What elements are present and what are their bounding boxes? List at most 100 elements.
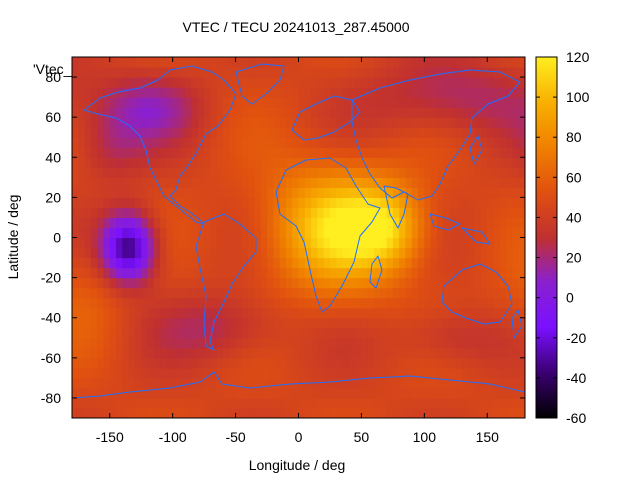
heat-cell [273, 107, 281, 118]
heat-cell [487, 277, 495, 289]
heat-cell [84, 207, 92, 219]
heat-cell [72, 107, 79, 118]
heat-cell [122, 317, 130, 329]
heat-cell [506, 67, 514, 78]
heat-cell [392, 237, 400, 249]
heat-cell [223, 107, 230, 118]
heat-cell [367, 117, 375, 128]
heat-cell [210, 87, 218, 98]
heat-cell [160, 107, 167, 118]
heat-cell [128, 337, 136, 349]
heat-cell [449, 127, 457, 138]
heat-cell [499, 157, 507, 168]
heat-cell [109, 347, 117, 359]
heat-cell [223, 87, 230, 98]
heat-cell [235, 227, 243, 239]
heat-cell [109, 207, 117, 219]
heat-cell [223, 237, 230, 249]
heat-cell [348, 357, 356, 369]
heat-cell [506, 307, 514, 319]
heat-cell [241, 327, 249, 339]
heat-cell [90, 297, 98, 309]
heat-cell [78, 227, 86, 239]
heat-cell [298, 157, 306, 168]
heat-cell [84, 187, 92, 198]
heat-cell [367, 407, 375, 418]
heat-cell [323, 287, 331, 299]
heat-cell [160, 67, 167, 78]
heat-cell [204, 227, 212, 239]
heat-cell [134, 177, 142, 188]
heat-cell [185, 387, 193, 399]
heat-cell [474, 67, 482, 78]
heat-cell [480, 67, 488, 78]
heat-cell [449, 267, 457, 279]
heat-cell [134, 307, 142, 319]
heat-cell [468, 107, 476, 118]
heat-cell [443, 327, 451, 339]
heat-cell [374, 247, 381, 259]
heat-cell [254, 347, 262, 359]
heat-cell [512, 277, 520, 289]
heat-cell [285, 227, 293, 239]
heat-cell [197, 97, 205, 108]
colorbar-tick-label: 0 [566, 290, 574, 306]
heat-cell [178, 237, 186, 249]
heat-cell [480, 407, 488, 418]
heat-cell [493, 147, 501, 158]
heat-cell [455, 87, 463, 98]
heat-cell [493, 67, 501, 78]
heat-cell [267, 397, 274, 409]
heat-cell [462, 317, 469, 329]
heat-cell [304, 77, 312, 88]
heat-cell [493, 117, 501, 128]
heat-cell [468, 237, 476, 249]
heat-cell [90, 307, 98, 319]
heat-cell [267, 247, 274, 259]
heat-cell [84, 347, 92, 359]
heat-cell [462, 337, 469, 349]
heat-cell [323, 347, 331, 359]
heat-cell [462, 127, 469, 138]
heat-cell [468, 167, 476, 178]
heat-cell [499, 247, 507, 259]
heat-cell [134, 287, 142, 299]
heat-cell [160, 307, 167, 319]
heat-cell [292, 217, 300, 229]
heat-cell [512, 97, 520, 108]
heat-cell [254, 387, 262, 399]
heat-cell [499, 367, 507, 379]
heat-cell [84, 97, 92, 108]
heat-cell [97, 267, 105, 279]
heat-cell [223, 367, 230, 379]
heat-cell [72, 87, 79, 98]
heat-cell [134, 407, 142, 418]
heat-cell [474, 237, 482, 249]
heat-cell [116, 197, 123, 209]
heat-cell [348, 197, 356, 209]
heat-cell [241, 247, 249, 259]
heat-cell [411, 227, 419, 239]
heat-cell [311, 227, 318, 239]
heat-cell [134, 67, 142, 78]
heat-cell [279, 297, 287, 309]
heat-cell [487, 137, 495, 148]
heat-cell [399, 57, 407, 68]
heat-cell [97, 137, 105, 148]
heat-cell [279, 237, 287, 249]
heat-cell [367, 387, 375, 399]
heat-cell [304, 87, 312, 98]
heat-cell [329, 267, 337, 279]
heat-cell [166, 57, 174, 68]
heat-cell [430, 317, 438, 329]
heat-cell [487, 217, 495, 229]
heat-cell [355, 87, 363, 98]
heat-cell [279, 327, 287, 339]
heat-cell [506, 227, 514, 239]
heat-cell [172, 377, 180, 389]
heat-cell [430, 387, 438, 399]
heat-cell [487, 167, 495, 178]
heat-cell [506, 107, 514, 118]
heat-cell [84, 387, 92, 399]
heat-cell [197, 297, 205, 309]
